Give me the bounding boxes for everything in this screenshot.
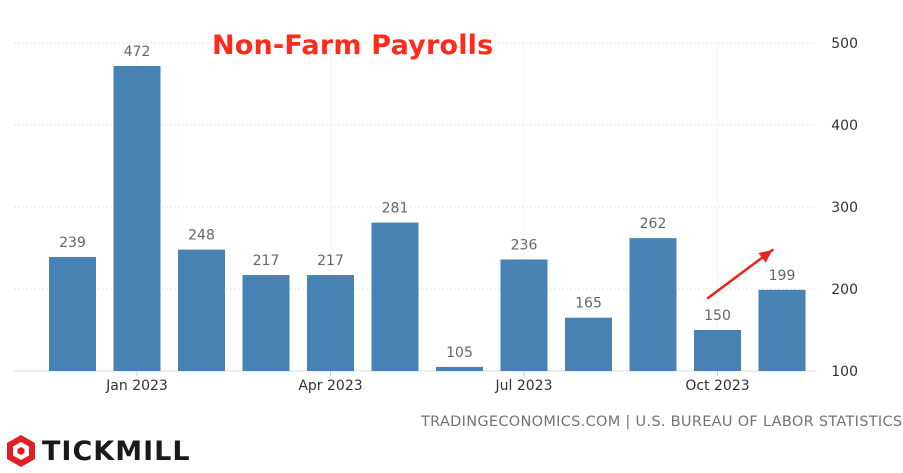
y-tick-label: 400 — [831, 118, 858, 134]
trend-arrow-line — [706, 248, 774, 300]
data-label: 165 — [575, 296, 602, 312]
x-tick-label: Oct 2023 — [685, 378, 749, 394]
bar — [436, 366, 483, 371]
bar — [565, 317, 612, 371]
source-credit: TRADINGECONOMICS.COM | U.S. BUREAU OF LA… — [421, 414, 903, 430]
chart-title: Non-Farm Payrolls — [212, 30, 494, 61]
brand-name: TICKMILL — [42, 435, 191, 467]
data-labels: 239 472 248 217 217 281 105 236 165 262 150 199 — [59, 44, 795, 361]
bar — [694, 330, 741, 371]
y-tick-label: 300 — [831, 200, 858, 216]
data-label: 217 — [253, 253, 280, 269]
x-tick-label: Jan 2023 — [105, 378, 168, 394]
data-label: 150 — [704, 308, 731, 324]
tickmill-logo-icon — [7, 435, 35, 467]
bar — [500, 259, 548, 371]
x-tick-label: Jul 2023 — [495, 378, 553, 394]
data-label: 262 — [640, 216, 667, 232]
data-label: 472 — [124, 44, 151, 60]
brand-logo: TICKMILL — [6, 434, 191, 468]
x-axis-ticks: Jan 2023 Apr 2023 Jul 2023 Oct 2023 — [105, 371, 750, 394]
data-label: 281 — [382, 201, 409, 217]
y-tick-label: 500 — [831, 36, 858, 52]
x-tick-label: Apr 2023 — [298, 378, 362, 394]
data-label: 239 — [59, 235, 86, 251]
data-label: 248 — [188, 228, 215, 244]
y-tick-label: 200 — [831, 282, 858, 298]
data-label: 217 — [317, 253, 344, 269]
y-axis-ticks: 100 200 300 400 500 — [831, 36, 858, 380]
data-label: 105 — [446, 345, 473, 361]
bar — [629, 238, 677, 371]
bar — [371, 222, 419, 371]
bar — [307, 275, 354, 371]
annotation — [706, 248, 774, 300]
data-label: 199 — [769, 268, 796, 284]
bars — [49, 65, 806, 372]
y-tick-label: 100 — [831, 364, 858, 380]
bar — [178, 249, 225, 371]
bar — [242, 275, 290, 371]
bar — [758, 289, 806, 371]
data-label: 236 — [511, 237, 538, 253]
bar — [49, 257, 96, 371]
trend-arrow-head — [758, 250, 773, 263]
bar — [113, 65, 161, 372]
